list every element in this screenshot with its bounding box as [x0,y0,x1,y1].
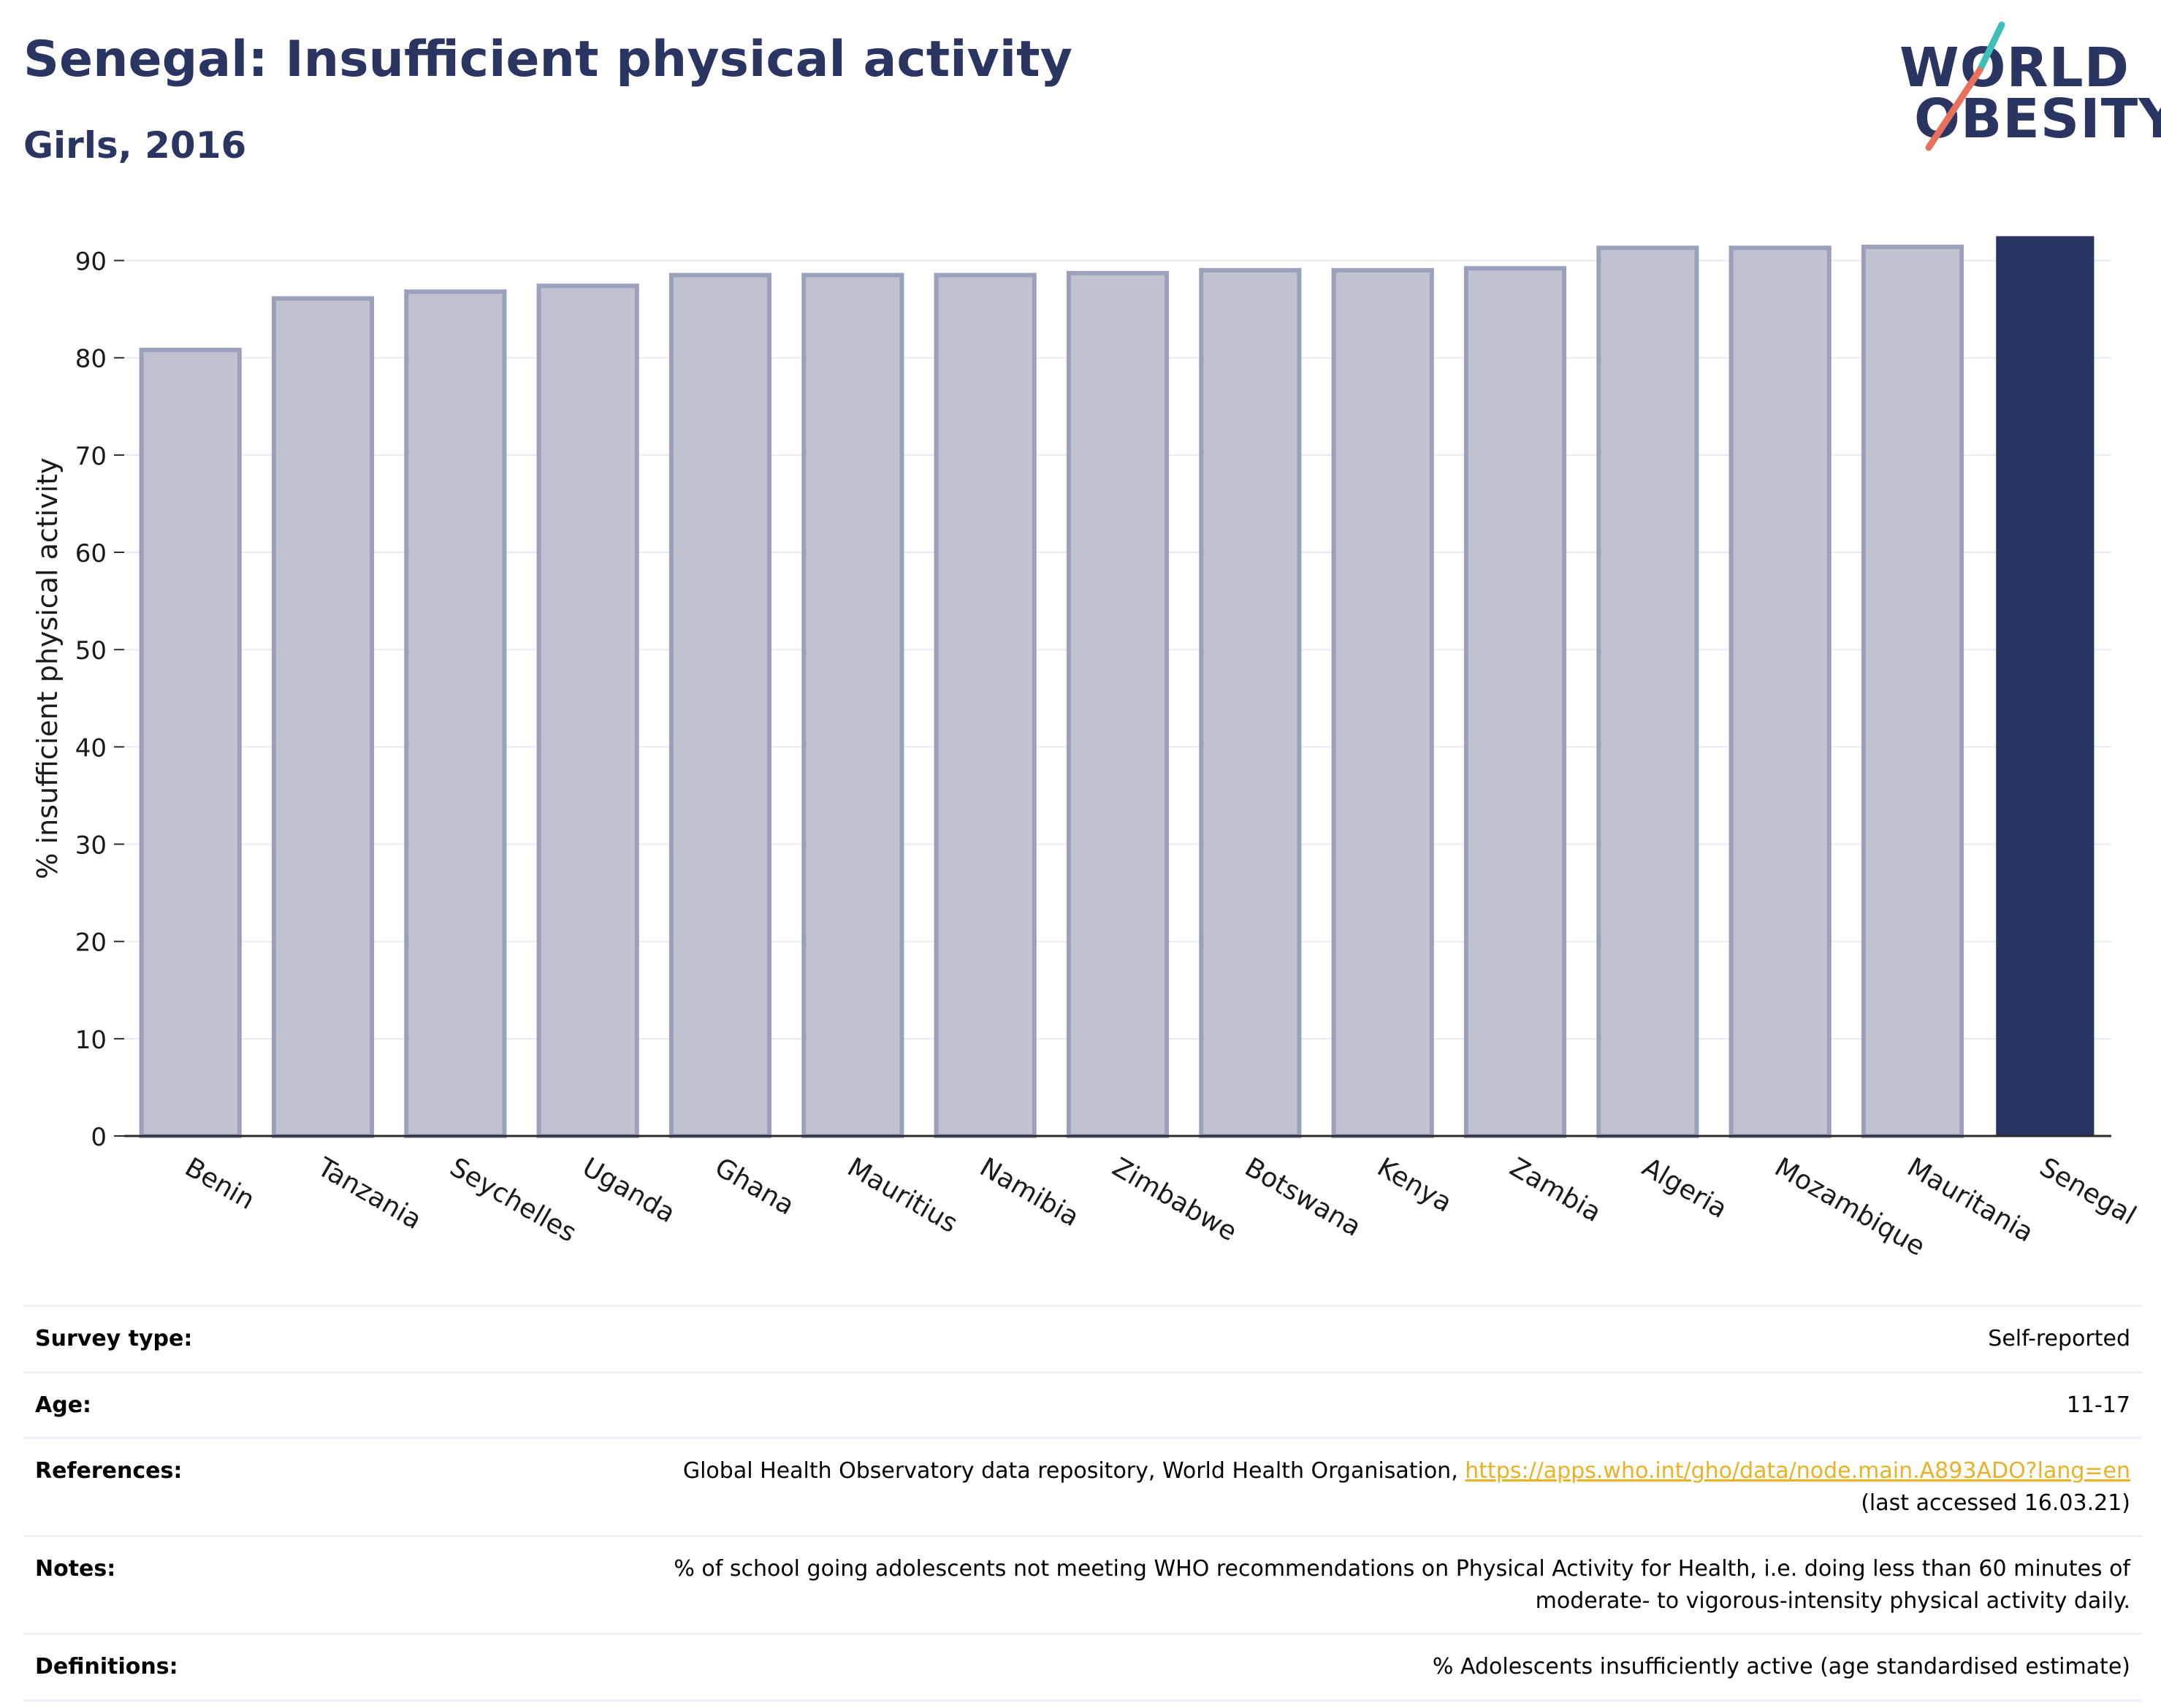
y-tick-label: 40 [75,733,107,763]
notes-line: % of school going adolescents not meetin… [674,1556,2130,1582]
references-accessed: (last accessed 16.03.21) [1861,1490,2130,1516]
y-tick-label: 10 [75,1026,107,1055]
y-tick-label: 90 [75,248,107,277]
meta-row-references: References: Global Health Observatory da… [23,1438,2142,1536]
bar-namibia [934,272,1037,1139]
bars [139,236,2095,1139]
x-tick-label: Kenya [1372,1152,1457,1219]
meta-row-survey-type: Survey type: Self-reported [23,1305,2142,1372]
meta-label: Definitions: [35,1654,178,1680]
x-tick-label: Namibia [975,1152,1084,1232]
bar-seychelles [404,289,507,1139]
bar-benin [139,348,242,1138]
meta-label: Age: [35,1392,92,1418]
metadata-table: Survey type: Self-reported Age: 11-17 Re… [23,1305,2142,1701]
y-axis-label: % insufficient physical activity [31,457,64,879]
meta-value: 11-17 [2066,1392,2130,1418]
x-tick-label: Botswana [1240,1152,1366,1242]
bar-mauritius [801,272,904,1139]
bar-botswana [1199,267,1302,1138]
y-tick-label: 70 [75,442,107,471]
meta-value: % Adolescents insufficiently active (age… [1432,1654,2130,1680]
bar-ghana [668,272,772,1139]
logo-slash-icon [1925,21,2005,151]
bar-zimbabwe [1066,270,1170,1138]
notes-line: moderate- to vigorous-intensity physical… [1535,1587,2130,1614]
x-tick-label: Zambia [1505,1152,1607,1228]
y-tick-label: 50 [75,636,107,666]
bar-mauritania [1861,244,1964,1138]
x-tick-label: Senegal [2035,1152,2141,1231]
y-tick-label: 20 [75,929,107,958]
x-tick-label: Zimbabwe [1108,1152,1242,1247]
page-title: Senegal: Insufficient physical activity [23,31,1072,88]
logo-word-world: WORLD [1899,37,2130,99]
x-tick-label: Mauritius [842,1152,963,1239]
x-tick-label: Mozambique [1769,1152,1929,1262]
references-text: Global Health Observatory data repositor… [682,1458,1466,1484]
x-tick-label: Seychelles [445,1152,582,1248]
x-tick-label: Ghana [710,1152,799,1221]
x-tick-label: Uganda [577,1152,680,1229]
y-tick-label: 0 [91,1123,107,1152]
bar-kenya [1331,267,1434,1138]
x-tick-label: Benin [180,1152,259,1216]
bar-algeria [1596,245,1699,1138]
bar-senegal [1996,236,2095,1137]
meta-row-definitions: Definitions: % Adolescents insufficientl… [23,1633,2142,1700]
meta-label: References: [35,1458,183,1484]
page-subtitle: Girls, 2016 [23,124,247,167]
meta-label: Survey type: [35,1326,193,1351]
logo-word-obesity: OBESITY [1914,88,2161,150]
world-obesity-logo: WORLD OBESITY [1899,19,2161,158]
reference-link[interactable]: https://apps.who.int/gho/data/node.main.… [1465,1458,2130,1484]
meta-row-notes: Notes: % of school going adolescents not… [23,1536,2142,1634]
bar-mozambique [1729,245,1832,1138]
bar-uganda [536,283,639,1139]
x-tick-label: Tanzania [312,1152,427,1235]
y-tick-label: 30 [75,831,107,861]
y-tick-label: 60 [75,539,107,568]
meta-label: Notes: [35,1556,116,1582]
bar-tanzania [271,296,375,1139]
x-tick-label: Algeria [1637,1152,1732,1224]
bar-zambia [1463,266,1567,1138]
meta-row-age: Age: 11-17 [23,1372,2142,1438]
y-tick-label: 80 [75,345,107,374]
meta-value: Self-reported [1988,1326,2130,1351]
bar-chart: 0 10 20 30 40 50 60 70 80 90 Benin Tanzania Seychell… [31,236,2141,1262]
